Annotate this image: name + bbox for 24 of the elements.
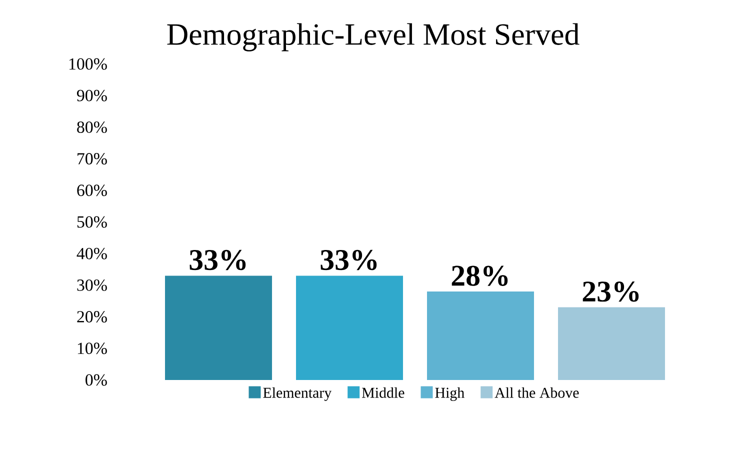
y-tick-label: 60%: [77, 184, 107, 196]
legend-label: Elementary: [263, 387, 332, 401]
data-label: 33%: [320, 250, 377, 270]
legend-label: All the Above: [494, 387, 579, 398]
bar: [558, 307, 666, 380]
data-label: 23%: [582, 282, 639, 302]
data-label: 28%: [452, 266, 508, 286]
y-tick-label: 50%: [77, 216, 107, 228]
data-label: 33%: [190, 250, 246, 270]
y-tick-label: 20%: [77, 311, 107, 323]
chart-title: Demographic-Level Most Served: [167, 23, 580, 52]
y-tick-label: 30%: [77, 279, 107, 291]
bar: [165, 276, 272, 380]
y-tick-label: 90%: [76, 90, 107, 102]
legend-label: High: [435, 387, 464, 401]
y-tick-label: 80%: [77, 121, 107, 133]
y-tick-label: 40%: [76, 248, 107, 260]
y-tick-label: 100%: [69, 58, 107, 70]
y-tick-label: 70%: [78, 153, 107, 165]
bar: [296, 276, 404, 380]
bar: [427, 292, 534, 380]
y-tick-label: 10%: [78, 342, 107, 354]
y-tick-label: 0%: [86, 374, 107, 386]
legend-label: Middle: [362, 387, 404, 398]
